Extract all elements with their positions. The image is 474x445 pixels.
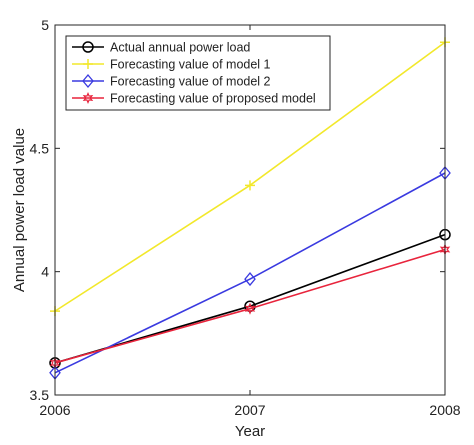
legend: Actual annual power load Forecasting valu…: [65, 35, 331, 111]
legend-label: Forecasting value of model 2: [110, 75, 271, 89]
legend-label: Actual annual power load: [110, 41, 250, 55]
series-1-point-2: [244, 300, 256, 312]
legend-marker: [82, 41, 94, 53]
legend-marker: [82, 91, 94, 105]
series-line-4: [54, 248, 446, 364]
series-line-1: [54, 233, 446, 364]
x-axis-label: Year: [235, 423, 265, 440]
x-tick-label: 2006: [39, 402, 70, 418]
y-tick-label: 5: [41, 17, 49, 33]
y-tick-label: 4: [41, 264, 49, 280]
y-tick-label: 3.5: [30, 387, 50, 403]
y-axis-label: Annual power load value: [11, 128, 28, 292]
legend-marker: [83, 59, 93, 69]
series-4-point-2: [244, 302, 256, 315]
x-tick-label: 2008: [429, 402, 460, 418]
y-tick-label: 4.5: [30, 140, 50, 156]
x-tick-label: 2007: [234, 402, 265, 418]
series-2-point-2: [245, 180, 255, 191]
legend-label: Forecasting value of model 1: [110, 58, 271, 72]
legend-marker: [82, 73, 94, 89]
series-3-point-2: [244, 272, 256, 287]
series-line-3: [54, 172, 446, 374]
legend-label: Forecasting value of proposed model: [110, 92, 316, 106]
ticks-layer: 2006 2007 2008 3.5 4 4.5 5: [30, 17, 461, 418]
legend-box: [65, 35, 331, 111]
plot-layer: [49, 37, 451, 380]
